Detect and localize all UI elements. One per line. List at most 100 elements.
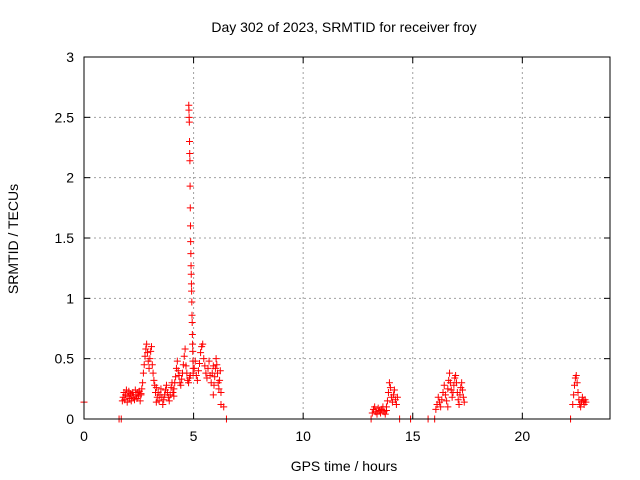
data-point: [186, 157, 194, 165]
data-point: [199, 340, 207, 348]
data-point: [185, 118, 193, 126]
data-point: [123, 398, 131, 406]
data-points: [80, 101, 590, 423]
data-point: [180, 352, 188, 360]
y-tick-label: 2.5: [55, 109, 75, 125]
data-point: [459, 393, 467, 401]
data-point: [572, 372, 580, 380]
data-point: [178, 375, 186, 383]
data-point: [385, 379, 393, 387]
data-point: [383, 397, 391, 405]
data-point: [188, 298, 196, 306]
data-point: [193, 376, 201, 384]
data-point: [189, 347, 197, 355]
data-point: [209, 391, 217, 399]
data-point: [220, 403, 228, 411]
data-point: [577, 403, 585, 411]
data-point: [157, 385, 165, 393]
data-point: [186, 182, 194, 190]
data-point: [446, 369, 454, 377]
data-point: [141, 352, 149, 360]
y-tick-label: 1.5: [55, 230, 75, 246]
data-point: [139, 369, 147, 377]
data-point: [455, 401, 463, 409]
data-point: [140, 361, 148, 369]
data-point: [177, 381, 185, 389]
data-point: [143, 349, 151, 357]
data-point: [458, 379, 466, 387]
data-point: [191, 357, 199, 365]
data-point: [186, 137, 194, 145]
data-point: [459, 386, 467, 394]
data-point: [570, 391, 578, 399]
x-tick-label: 15: [405, 428, 421, 444]
data-point: [384, 388, 392, 396]
data-point: [440, 381, 448, 389]
data-point: [155, 397, 163, 405]
data-point: [142, 345, 150, 353]
data-point: [197, 349, 205, 357]
data-point: [196, 359, 204, 367]
x-tick-label: 10: [295, 428, 311, 444]
data-point: [181, 345, 189, 353]
data-point: [432, 405, 440, 413]
data-point: [215, 385, 223, 393]
data-point: [147, 347, 155, 355]
data-point: [187, 270, 195, 278]
data-point: [165, 397, 173, 405]
grid-lines: [84, 57, 610, 419]
data-point: [210, 381, 218, 389]
data-point: [127, 397, 135, 405]
data-point: [136, 397, 144, 405]
data-point: [382, 403, 390, 411]
data-point: [149, 369, 157, 377]
data-point: [172, 373, 180, 381]
data-point: [200, 355, 208, 363]
data-point: [162, 381, 170, 389]
data-point: [213, 361, 221, 369]
data-point: [460, 398, 468, 406]
data-point: [186, 222, 194, 230]
data-point: [190, 364, 198, 372]
data-point: [187, 280, 195, 288]
data-point: [188, 311, 196, 319]
data-point: [217, 388, 225, 396]
data-point: [373, 410, 381, 418]
data-point: [390, 386, 398, 394]
y-tick-label: 1: [66, 290, 74, 306]
data-point: [187, 238, 195, 246]
data-point: [188, 331, 196, 339]
data-point: [150, 376, 158, 384]
data-point: [174, 367, 182, 375]
y-tick-label: 0.5: [55, 351, 75, 367]
data-point: [216, 376, 224, 384]
plot-frame: [83, 56, 611, 420]
y-tick-label: 3: [66, 49, 74, 65]
chart-title: Day 302 of 2023, SRMTID for receiver fro…: [211, 19, 476, 35]
data-point: [186, 204, 194, 212]
data-point: [211, 364, 219, 372]
data-point: [211, 373, 219, 381]
data-point: [173, 357, 181, 365]
data-point: [148, 361, 156, 369]
data-point: [582, 398, 590, 406]
data-point: [205, 357, 213, 365]
data-point: [202, 369, 210, 377]
data-point: [393, 393, 401, 401]
x-axis-label: GPS time / hours: [291, 458, 398, 474]
y-tick-label: 0: [66, 411, 74, 427]
data-point: [194, 367, 202, 375]
data-point: [573, 379, 581, 387]
data-point: [188, 287, 196, 295]
data-point: [169, 388, 177, 396]
axis-ticks: 0 5 10 15 20 0 0.5 1 1.5 2 2.5 3: [55, 49, 610, 444]
data-point: [188, 318, 196, 326]
data-point: [204, 364, 212, 372]
y-axis-label: SRMTID / TECUs: [5, 184, 21, 294]
data-point: [185, 106, 193, 114]
data-point: [186, 150, 194, 158]
data-point: [138, 385, 146, 393]
data-point: [452, 372, 460, 380]
data-point: [187, 250, 195, 258]
